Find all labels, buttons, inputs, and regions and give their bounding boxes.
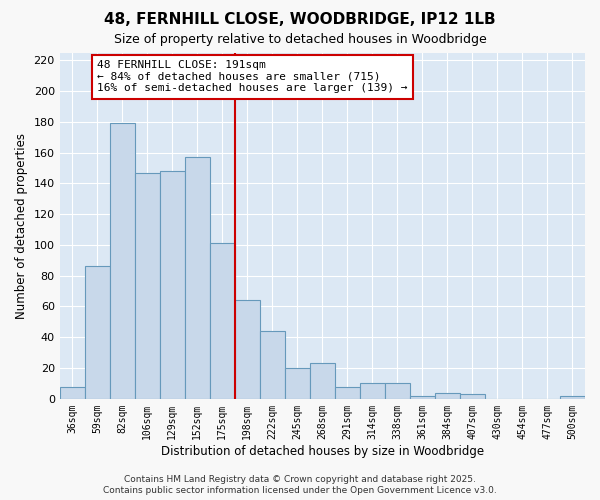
Bar [135,172,160,399]
Text: Size of property relative to detached houses in Woodbridge: Size of property relative to detached ho… [113,32,487,46]
X-axis label: Distribution of detached houses by size in Woodbridge: Distribution of detached houses by size … [161,444,484,458]
Bar [310,364,335,399]
Bar [59,386,85,399]
Y-axis label: Number of detached properties: Number of detached properties [15,132,28,318]
Bar [435,392,460,399]
Text: 48 FERNHILL CLOSE: 191sqm
← 84% of detached houses are smaller (715)
16% of semi: 48 FERNHILL CLOSE: 191sqm ← 84% of detac… [97,60,407,94]
Bar [160,171,185,399]
Text: Contains HM Land Registry data © Crown copyright and database right 2025.: Contains HM Land Registry data © Crown c… [124,475,476,484]
Bar [260,331,285,399]
Bar [385,384,410,399]
Bar [410,396,435,399]
Bar [360,384,385,399]
Bar [285,368,310,399]
Text: Contains public sector information licensed under the Open Government Licence v3: Contains public sector information licen… [103,486,497,495]
Bar [460,394,485,399]
Bar [185,157,210,399]
Text: 48, FERNHILL CLOSE, WOODBRIDGE, IP12 1LB: 48, FERNHILL CLOSE, WOODBRIDGE, IP12 1LB [104,12,496,28]
Bar [85,266,110,399]
Bar [560,396,585,399]
Bar [110,124,135,399]
Bar [335,386,360,399]
Bar [210,244,235,399]
Bar [235,300,260,399]
